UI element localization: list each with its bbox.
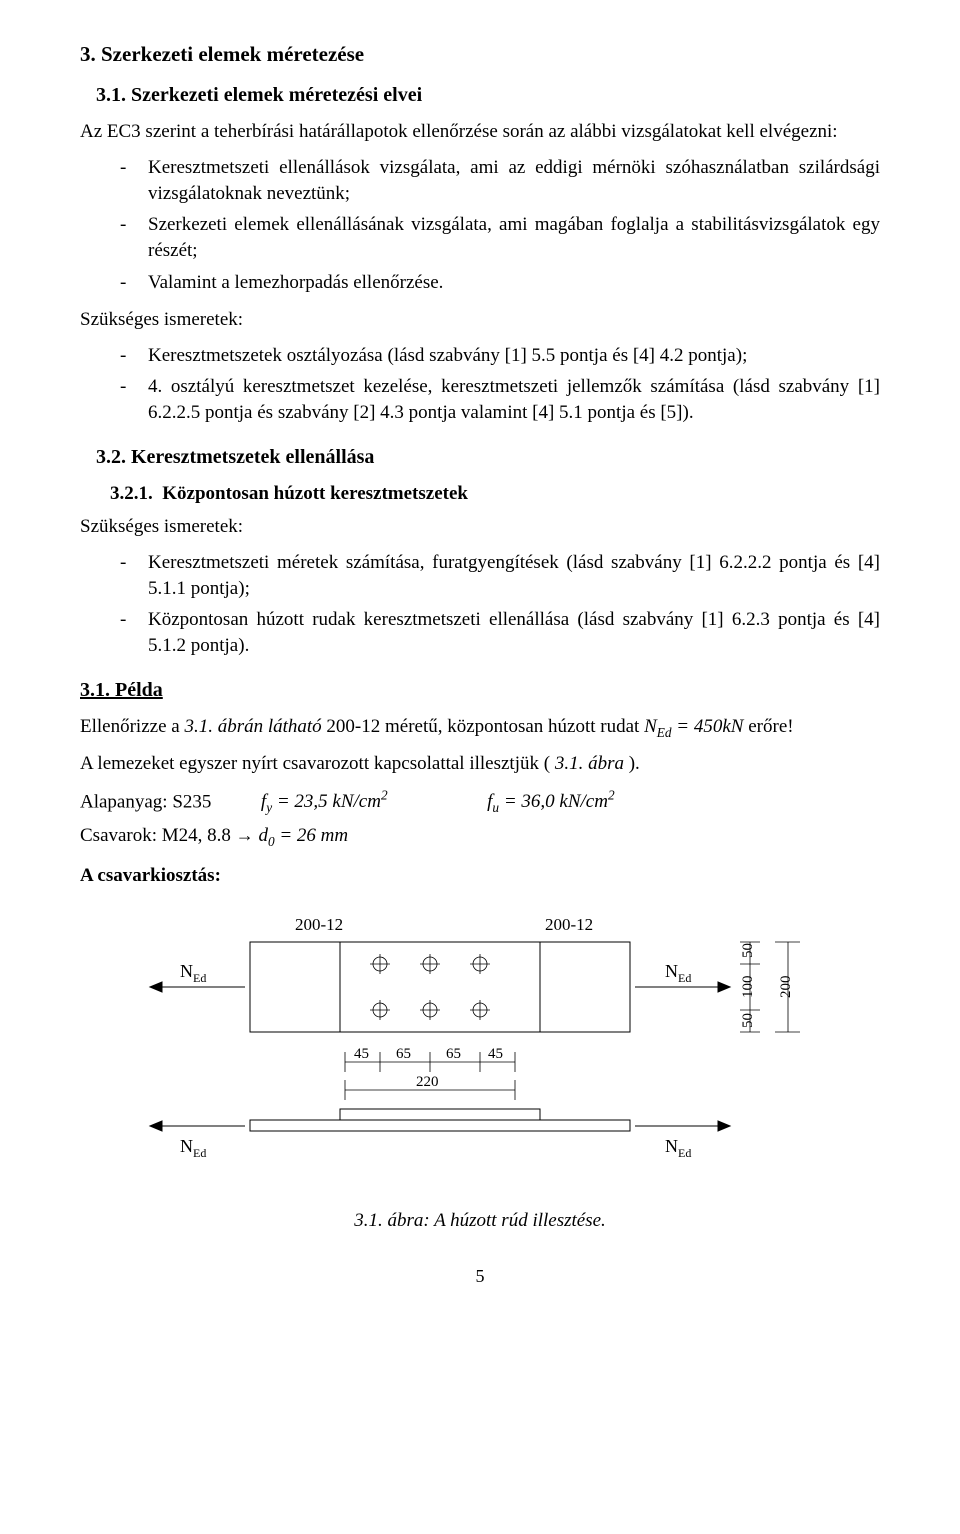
s31-req-bullets: - Keresztmetszetek osztályozása (lásd sz… xyxy=(120,343,880,426)
list-item: - Keresztmetszeti méretek számítása, fur… xyxy=(120,550,880,601)
section-3-2-heading: 3.2. Keresztmetszetek ellenállása xyxy=(96,444,880,471)
svg-text:Ed: Ed xyxy=(193,971,206,985)
dash: - xyxy=(120,212,148,263)
s31-req-label: Szükséges ismeretek: xyxy=(80,307,880,333)
text: 200-12 méretű, központosan húzott rudat xyxy=(326,716,644,737)
bolt-layout-diagram: 200-12 200-12 N Ed N Ed 50 100 50 200 xyxy=(120,902,840,1202)
dash: - xyxy=(120,270,148,296)
svg-text:100: 100 xyxy=(740,976,756,999)
svg-text:65: 65 xyxy=(446,1046,461,1062)
dash: - xyxy=(120,343,148,369)
svg-text:50: 50 xyxy=(740,943,756,958)
svg-text:Ed: Ed xyxy=(678,1146,691,1160)
page-number: 5 xyxy=(80,1264,880,1288)
list-item: - Szerkezeti elemek ellenállásának vizsg… xyxy=(120,212,880,263)
text-italic: 3.1. ábrán látható xyxy=(184,716,321,737)
figure-caption: 3.1. ábra: A húzott rúd illesztése. xyxy=(80,1208,880,1234)
fu-formula: fu = 36,0 kN/cm2 xyxy=(487,791,614,812)
bullet-text: Keresztmetszeti méretek számítása, furat… xyxy=(148,550,880,601)
bullet-text: Központosan húzott rudak keresztmetszeti… xyxy=(148,607,880,658)
svg-text:Ed: Ed xyxy=(678,971,691,985)
dash: - xyxy=(120,607,148,658)
bolts-line: Csavarok: M24, 8.8 → d0 = 26 mm xyxy=(80,823,880,851)
s31-bullets: - Keresztmetszeti ellenállások vizsgálat… xyxy=(120,155,880,295)
plate-label: 200-12 xyxy=(295,915,343,934)
dash: - xyxy=(120,550,148,601)
layout-heading: A csavarkiosztás: xyxy=(80,863,880,889)
svg-text:65: 65 xyxy=(396,1046,411,1062)
list-item: - Valamint a lemezhorpadás ellenőrzése. xyxy=(120,270,880,296)
d0-formula: d0 = 26 mm xyxy=(258,825,348,846)
example-heading: 3.1. Példa xyxy=(80,677,880,704)
svg-text:200: 200 xyxy=(778,976,794,999)
text: Ellenőrizze a xyxy=(80,716,184,737)
svg-text:45: 45 xyxy=(354,1046,369,1062)
s32-req-label: Szükséges ismeretek: xyxy=(80,514,880,540)
svg-text:45: 45 xyxy=(488,1046,503,1062)
list-item: - Központosan húzott rudak keresztmetsze… xyxy=(120,607,880,658)
svg-text:Ed: Ed xyxy=(193,1146,206,1160)
text-italic: 3.1. ábra xyxy=(555,753,624,774)
section-3-title: 3. Szerkezeti elemek méretezése xyxy=(80,40,880,68)
svg-text:220: 220 xyxy=(416,1074,439,1090)
svg-text:N: N xyxy=(665,1136,678,1156)
svg-text:N: N xyxy=(180,1136,193,1156)
svg-text:N: N xyxy=(665,961,678,981)
base-material: Alapanyag: S235 fy = 23,5 kN/cm2 fu = 36… xyxy=(80,787,880,817)
bolts-label: Csavarok: M24, 8.8 xyxy=(80,825,236,846)
text: erőre! xyxy=(748,716,793,737)
bullet-text: 4. osztályú keresztmetszet kezelése, ker… xyxy=(148,374,880,425)
example-line1: Ellenőrizze a 3.1. ábrán látható 200-12 … xyxy=(80,714,880,742)
formula-ned: NEd = 450kN xyxy=(644,716,743,737)
example-line2: A lemezeket egyszer nyírt csavarozott ka… xyxy=(80,751,880,777)
s31-intro: Az EC3 szerint a teherbírási határállapo… xyxy=(80,119,880,145)
base-label: Alapanyag: S235 xyxy=(80,791,211,812)
s32-req-bullets: - Keresztmetszeti méretek számítása, fur… xyxy=(120,550,880,659)
section-3-1-heading: 3.1. Szerkezeti elemek méretezési elvei xyxy=(96,82,880,109)
bullet-text: Valamint a lemezhorpadás ellenőrzése. xyxy=(148,270,880,296)
text: ). xyxy=(629,753,640,774)
dash: - xyxy=(120,374,148,425)
list-item: - Keresztmetszeti ellenállások vizsgálat… xyxy=(120,155,880,206)
text: A lemezeket egyszer nyírt csavarozott ka… xyxy=(80,753,550,774)
arrow: → xyxy=(236,825,254,845)
svg-text:N: N xyxy=(180,961,193,981)
bullet-text: Keresztmetszeti ellenállások vizsgálata,… xyxy=(148,155,880,206)
bullet-text: Keresztmetszetek osztályozása (lásd szab… xyxy=(148,343,880,369)
dash: - xyxy=(120,155,148,206)
section-3-2-1-heading: 3.2.1. Központosan húzott keresztmetszet… xyxy=(110,481,880,507)
list-item: - Keresztmetszetek osztályozása (lásd sz… xyxy=(120,343,880,369)
plate-label: 200-12 xyxy=(545,915,593,934)
svg-text:50: 50 xyxy=(740,1013,756,1028)
list-item: - 4. osztályú keresztmetszet kezelése, k… xyxy=(120,374,880,425)
bullet-text: Szerkezeti elemek ellenállásának vizsgál… xyxy=(148,212,880,263)
fy-formula: fy = 23,5 kN/cm2 xyxy=(261,791,388,812)
